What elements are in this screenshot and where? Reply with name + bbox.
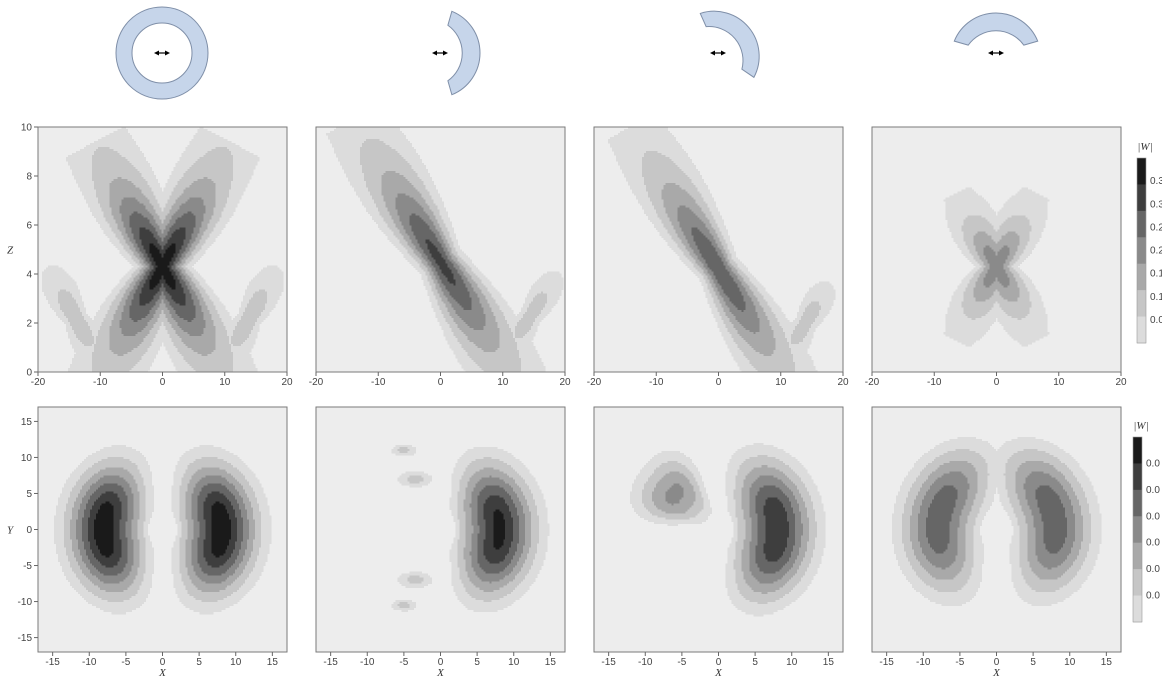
shape-icons-row	[116, 0, 1038, 99]
shape-crescent-right	[432, 11, 480, 94]
shape-crescent-upper-right	[697, 0, 775, 80]
double-arrow-icon	[154, 51, 170, 56]
crescent-shape	[954, 13, 1037, 45]
shape-ring	[116, 7, 208, 99]
arrowhead-right	[721, 51, 726, 56]
shape-crescent-top	[954, 13, 1037, 56]
arrowhead-right	[165, 51, 170, 56]
arrowhead-left	[154, 51, 159, 56]
crescent-shape	[697, 0, 775, 80]
crescent-shape	[448, 11, 480, 94]
double-arrow-icon	[988, 51, 1004, 56]
arrowhead-left	[710, 51, 715, 56]
arrowhead-right	[443, 51, 448, 56]
double-arrow-icon	[710, 51, 726, 56]
arrowhead-left	[432, 51, 437, 56]
arrowhead-left	[988, 51, 993, 56]
double-arrow-icon	[432, 51, 448, 56]
arrowhead-right	[999, 51, 1004, 56]
